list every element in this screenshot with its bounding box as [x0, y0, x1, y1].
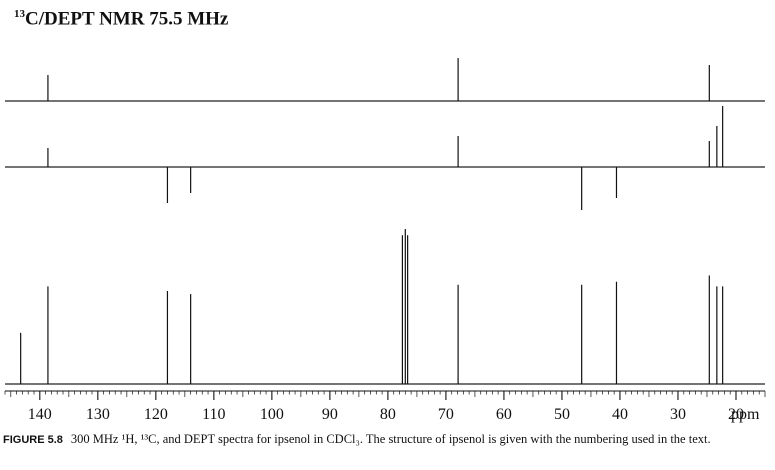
spectrum-panel-1: [5, 58, 765, 102]
figure-label: FIGURE 5.8: [3, 434, 63, 446]
axis-unit-label: ppm: [731, 406, 760, 423]
axis-tick-label: 130: [86, 406, 110, 423]
axis-tick-label: 70: [438, 406, 454, 423]
spectrum-panel-2: [5, 106, 765, 210]
title-text: C/DEPT NMR 75.5 MHz: [25, 8, 229, 30]
axis-tick-label: 120: [144, 406, 168, 423]
axis-tick-label: 60: [496, 406, 512, 423]
axis-tick-label: 20: [728, 406, 744, 423]
axis-tick-label: 30: [670, 406, 686, 423]
axis-tick-label: 80: [380, 406, 396, 423]
figure-caption: FIGURE 5.8 300 MHz ¹H, ¹³C, and DEPT spec…: [3, 432, 771, 448]
axis-tick-label: 50: [554, 406, 570, 423]
axis-tick-label: 140: [28, 406, 52, 423]
spectrum-panel-3: [5, 229, 765, 385]
axis-tick-label: 40: [612, 406, 628, 423]
axis-tick-label: 110: [202, 406, 225, 423]
axis-tick-label: 100: [260, 406, 284, 423]
axis-tick-label: 90: [322, 406, 338, 423]
title-isotope-superscript: 13: [14, 8, 25, 20]
spectra-panels: [5, 58, 765, 385]
chart-title: 13C/DEPT NMR 75.5 MHz: [14, 8, 228, 30]
caption-text: 300 MHz ¹H, ¹³C, and DEPT spectra for ip…: [70, 432, 711, 446]
